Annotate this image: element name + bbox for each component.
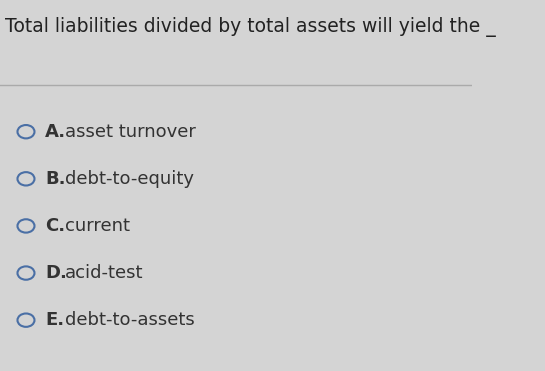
Text: Total liabilities divided by total assets will yield the _: Total liabilities divided by total asset… [5,17,495,37]
Text: debt-to-assets: debt-to-assets [65,311,195,329]
Text: B.: B. [45,170,65,188]
Text: D.: D. [45,264,66,282]
Text: debt-to-equity: debt-to-equity [65,170,194,188]
Text: A.: A. [45,123,66,141]
Text: current: current [65,217,130,235]
Text: E.: E. [45,311,64,329]
Text: asset turnover: asset turnover [65,123,196,141]
Text: C.: C. [45,217,65,235]
Text: acid-test: acid-test [65,264,144,282]
